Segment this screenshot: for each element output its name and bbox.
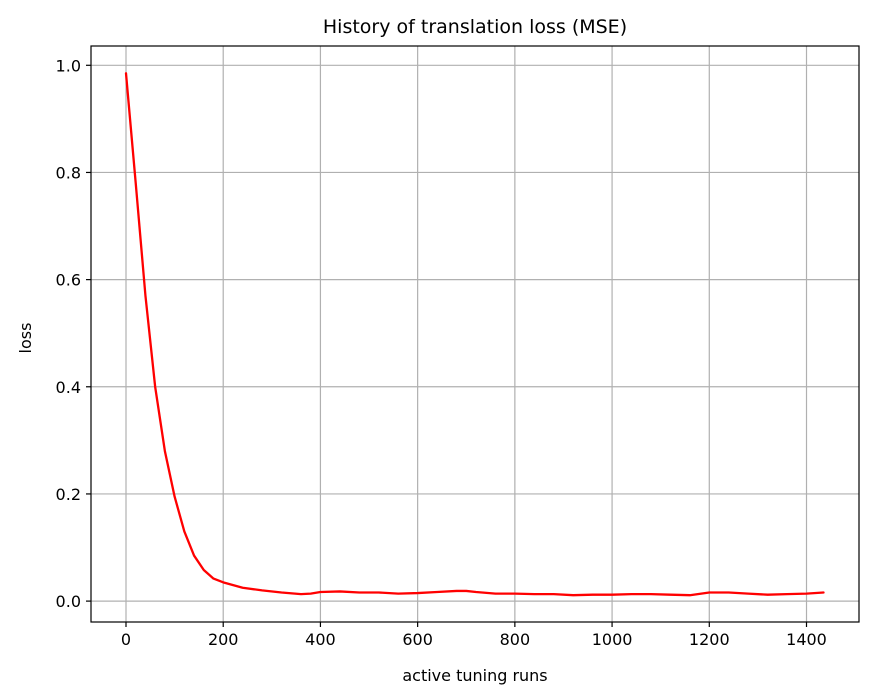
x-tick-label: 400 <box>305 630 336 649</box>
series-layer <box>124 72 825 597</box>
ticks: 0 200 400 600 800 1000 1200 1400 0.0 0.2 0.4 0.6 0.8… <box>56 56 827 649</box>
series-line <box>124 72 825 597</box>
x-tick-label: 1400 <box>786 630 827 649</box>
y-tick-label: 0.4 <box>56 378 81 397</box>
x-axis-label: active tuning runs <box>402 666 547 685</box>
y-tick-label: 1.0 <box>56 56 81 75</box>
x-tick-label: 800 <box>500 630 531 649</box>
y-tick-label: 0.2 <box>56 485 81 504</box>
grid <box>91 46 859 622</box>
x-tick-label: 1000 <box>592 630 633 649</box>
y-tick-label: 0.8 <box>56 163 81 182</box>
chart-title: History of translation loss (MSE) <box>323 16 627 38</box>
x-tick-label: 1200 <box>689 630 730 649</box>
y-tick-label: 0.0 <box>56 592 81 611</box>
y-tick-label: 0.6 <box>56 271 81 290</box>
x-tick-label: 200 <box>208 630 239 649</box>
y-axis-label: loss <box>16 323 35 354</box>
plot-frame <box>90 45 860 623</box>
x-tick-label: 600 <box>402 630 433 649</box>
x-tick-label: 0 <box>121 630 131 649</box>
